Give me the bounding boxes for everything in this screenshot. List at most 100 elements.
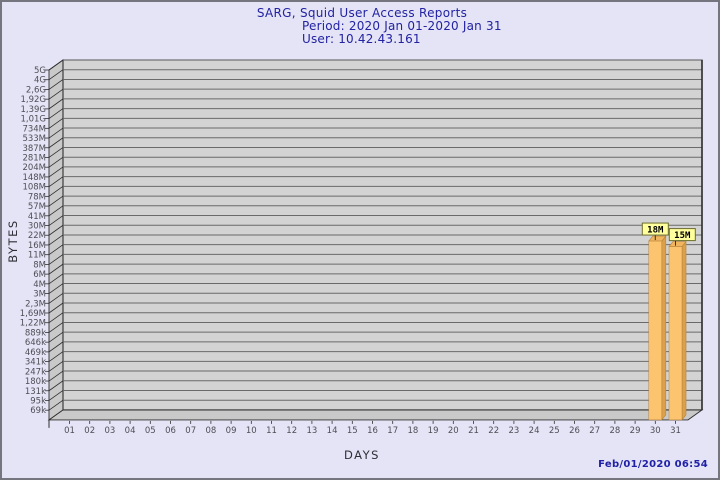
y-tick bbox=[48, 283, 64, 294]
y-tick bbox=[48, 215, 64, 226]
y-tick-label: 533M bbox=[22, 134, 46, 144]
page-title: SARG, Squid User Access Reports bbox=[256, 6, 468, 20]
x-tick-label: 11 bbox=[266, 426, 277, 436]
y-tick-label: 1,22M bbox=[20, 319, 46, 329]
y-tick-label: 469k bbox=[25, 348, 46, 358]
y-tick-label: 131k bbox=[25, 387, 46, 397]
x-tick-label: 24 bbox=[529, 426, 540, 436]
y-tick-label: 69k bbox=[30, 406, 46, 416]
y-tick bbox=[48, 380, 64, 392]
x-tick-label: 03 bbox=[104, 426, 115, 436]
x-tick-label: 27 bbox=[589, 426, 600, 436]
y-tick-label: 41M bbox=[28, 212, 46, 222]
value-callout-box bbox=[641, 222, 669, 236]
x-tick-label: 02 bbox=[84, 426, 95, 436]
y-tick bbox=[48, 137, 64, 149]
y-tick bbox=[48, 273, 64, 285]
y-tick-label: 3M bbox=[33, 290, 46, 300]
y-tick-label: 95k bbox=[30, 396, 46, 406]
x-tick-label: 10 bbox=[246, 426, 257, 436]
y-tick-label: 1,92G bbox=[20, 95, 46, 105]
y-tick bbox=[48, 156, 64, 168]
x-axis-title: DAYS bbox=[344, 448, 380, 462]
bar-front-face bbox=[668, 246, 683, 421]
y-tick-label: 6M bbox=[33, 270, 46, 280]
y-tick bbox=[48, 108, 64, 119]
x-tick-label: 15 bbox=[347, 426, 358, 436]
y-tick-label: 180k bbox=[25, 377, 46, 387]
x-tick-label: 19 bbox=[428, 426, 439, 436]
y-tick-label: 22M bbox=[28, 231, 46, 241]
y-tick bbox=[48, 205, 64, 217]
y-tick bbox=[48, 176, 64, 187]
x-tick-label: 26 bbox=[569, 426, 580, 436]
x-tick-label: 07 bbox=[185, 426, 196, 436]
y-tick-label: 11M bbox=[28, 251, 46, 261]
y-tick bbox=[48, 186, 64, 197]
y-tick-label: 1,01G bbox=[20, 115, 46, 125]
x-tick-label: 28 bbox=[609, 426, 620, 436]
bar-side-face bbox=[681, 240, 687, 421]
y-tick bbox=[48, 98, 64, 110]
y-tick-label: 5G bbox=[34, 66, 46, 76]
x-tick-label: 16 bbox=[367, 426, 378, 436]
y-tick bbox=[48, 370, 64, 382]
y-axis-title: BYTES bbox=[6, 219, 20, 263]
y-tick bbox=[48, 399, 64, 411]
bar-value-label: 18M bbox=[647, 226, 664, 236]
x-tick-label: 06 bbox=[165, 426, 176, 436]
report-period: Period: 2020 Jan 01-2020 Jan 31 bbox=[302, 19, 502, 33]
y-tick bbox=[48, 88, 64, 100]
y-tick-label: 78M bbox=[28, 192, 46, 202]
y-tick bbox=[48, 390, 64, 401]
y-tick bbox=[48, 244, 64, 256]
y-tick-label: 16M bbox=[28, 241, 46, 251]
y-tick-label: 4G bbox=[34, 76, 46, 86]
y-tick bbox=[48, 360, 64, 372]
y-tick bbox=[48, 263, 64, 275]
y-tick-label: 646k bbox=[25, 338, 46, 348]
x-tick-label: 12 bbox=[286, 426, 297, 436]
x-tick-label: 29 bbox=[630, 426, 641, 436]
y-tick bbox=[48, 254, 64, 265]
x-tick-label: 20 bbox=[448, 426, 459, 436]
x-tick-label: 17 bbox=[387, 426, 398, 436]
y-tick bbox=[48, 59, 64, 71]
y-tick bbox=[48, 117, 64, 129]
y-tick-label: 148M bbox=[22, 173, 46, 183]
y-tick bbox=[48, 331, 64, 343]
y-tick bbox=[48, 79, 64, 90]
x-tick-label: 01 bbox=[64, 426, 75, 436]
x-tick-label: 08 bbox=[205, 426, 216, 436]
y-tick bbox=[48, 341, 64, 353]
y-tick-label: 2,6G bbox=[26, 85, 46, 95]
y-tick bbox=[48, 312, 64, 324]
plot-floor bbox=[47, 409, 704, 421]
bar-value-label: 15M bbox=[674, 231, 691, 241]
y-tick bbox=[48, 195, 64, 207]
x-tick-label: 18 bbox=[407, 426, 418, 436]
y-tick-label: 57M bbox=[28, 202, 46, 212]
y-tick bbox=[48, 302, 64, 314]
y-tick-label: 734M bbox=[22, 124, 46, 134]
y-tick-label: 4M bbox=[33, 280, 46, 290]
generated-timestamp: Feb/01/2020 06:54 bbox=[598, 459, 708, 470]
x-tick-label: 23 bbox=[508, 426, 519, 436]
y-tick bbox=[48, 224, 64, 236]
x-tick-label: 21 bbox=[468, 426, 479, 436]
y-tick-label: 8M bbox=[33, 260, 46, 270]
y-tick-label: 1,69M bbox=[20, 309, 46, 319]
y-tick bbox=[48, 127, 64, 139]
y-tick-label: 204M bbox=[22, 163, 46, 173]
y-tick-label: 341k bbox=[25, 358, 46, 368]
y-tick-label: 247k bbox=[25, 367, 46, 377]
y-tick bbox=[48, 322, 64, 333]
report-user: User: 10.42.43.161 bbox=[302, 32, 421, 46]
y-tick bbox=[48, 166, 64, 178]
x-tick-label: 09 bbox=[226, 426, 237, 436]
y-tick-label: 2,3M bbox=[25, 299, 46, 309]
y-tick bbox=[48, 234, 64, 246]
y-tick bbox=[48, 69, 64, 81]
